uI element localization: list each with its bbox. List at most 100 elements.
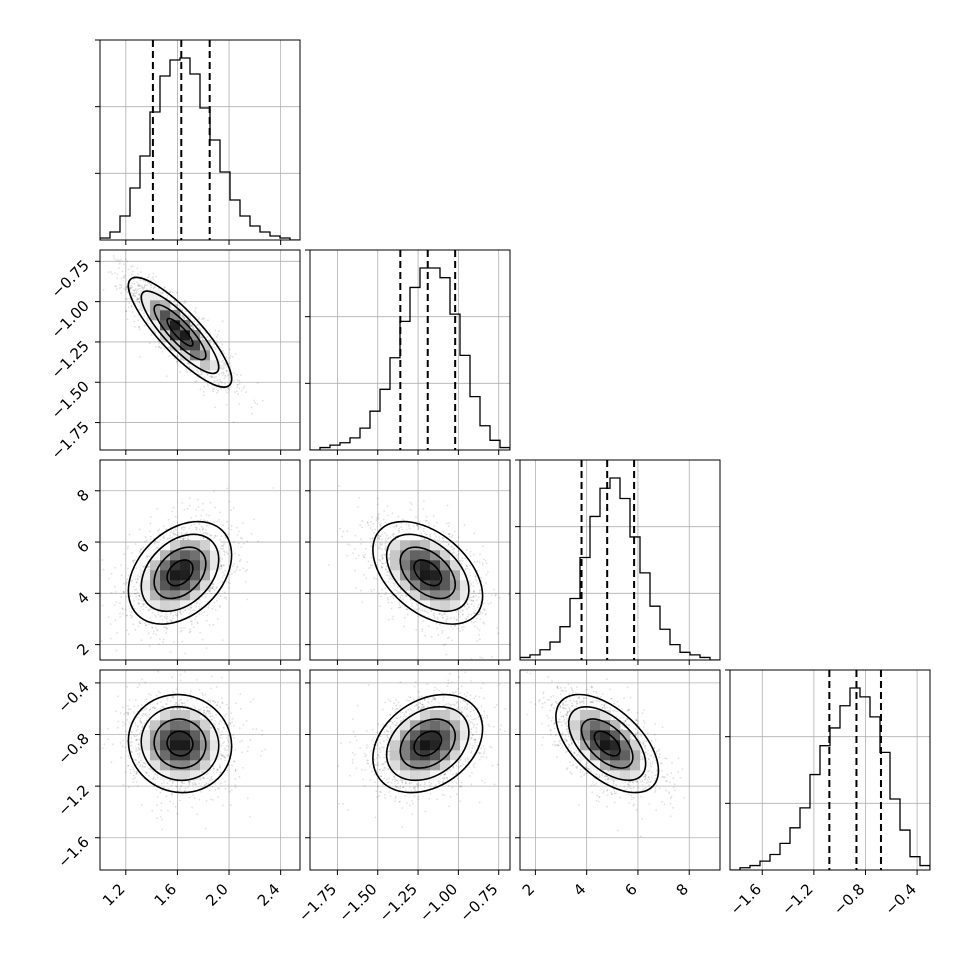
sample-point — [155, 275, 157, 278]
sample-point — [204, 332, 207, 335]
hist-panel-3 — [515, 459, 721, 665]
sample-point — [136, 299, 138, 301]
sample-point — [210, 592, 213, 595]
sample-point — [327, 564, 330, 566]
sample-point — [202, 536, 205, 539]
sample-point — [186, 538, 189, 541]
sample-point — [132, 292, 135, 295]
sample-point — [223, 596, 226, 599]
sample-point — [365, 577, 368, 580]
sample-point — [375, 578, 378, 580]
sample-point — [185, 310, 188, 313]
sample-point — [145, 606, 148, 609]
sample-point — [162, 638, 165, 641]
sample-point — [440, 614, 443, 617]
sample-point — [190, 606, 193, 609]
sample-point — [461, 626, 463, 628]
sample-point — [133, 292, 136, 294]
sample-point — [194, 310, 196, 312]
sample-point — [430, 610, 433, 613]
sample-point — [448, 533, 450, 536]
sample-point — [214, 406, 217, 409]
sample-point — [190, 604, 193, 607]
sample-point — [378, 537, 380, 540]
sample-point — [171, 510, 174, 513]
sample-point — [479, 611, 482, 614]
sample-point — [166, 538, 169, 540]
sample-point — [138, 293, 141, 296]
sample-point — [207, 319, 209, 322]
sample-point — [516, 602, 518, 604]
sample-point — [418, 600, 421, 602]
sample-point — [223, 534, 226, 537]
density-cell — [180, 540, 191, 551]
sample-point — [186, 362, 189, 364]
sample-point — [203, 611, 206, 614]
sample-point — [433, 538, 436, 541]
sample-point — [388, 558, 391, 560]
sample-point — [390, 607, 393, 610]
sample-point — [482, 621, 485, 624]
sample-point — [222, 372, 225, 375]
sample-point — [220, 564, 223, 566]
sample-point — [482, 608, 485, 610]
sample-point — [173, 357, 176, 360]
sample-point — [173, 299, 176, 302]
sample-point — [234, 353, 237, 355]
sample-point — [387, 571, 390, 573]
sample-point — [172, 533, 175, 535]
sample-point — [208, 590, 211, 593]
sample-point — [250, 406, 253, 409]
sample-point — [475, 595, 478, 597]
sample-point — [221, 360, 223, 363]
sample-point — [123, 582, 125, 585]
sample-point — [146, 284, 148, 287]
sample-point — [122, 591, 125, 594]
sample-point — [477, 613, 480, 616]
sample-point — [470, 599, 473, 602]
sample-point — [129, 287, 132, 290]
sample-point — [132, 561, 135, 564]
sample-point — [147, 310, 150, 312]
density-cell — [180, 350, 191, 361]
sample-point — [416, 524, 418, 526]
sample-point — [493, 588, 495, 591]
sample-point — [233, 562, 236, 565]
sample-point — [388, 574, 391, 577]
x-tick-label: −1.6 — [727, 880, 765, 918]
sample-point — [203, 385, 206, 388]
sample-point — [367, 567, 370, 570]
sample-point — [153, 537, 156, 540]
sample-point — [160, 346, 163, 349]
sample-point — [403, 625, 405, 628]
sample-point — [397, 531, 400, 533]
sample-point — [195, 615, 197, 618]
sample-point — [167, 355, 170, 357]
sample-point — [225, 356, 228, 359]
sample-point — [238, 383, 241, 385]
sample-point — [133, 282, 136, 285]
sample-point — [375, 519, 378, 521]
sample-point — [217, 330, 220, 333]
y-tick-label: −0.75 — [48, 256, 93, 301]
sample-point — [125, 310, 127, 313]
sample-point — [126, 578, 129, 581]
sample-point — [131, 273, 133, 275]
sample-point — [256, 382, 259, 384]
sample-point — [384, 545, 387, 548]
sample-point — [130, 580, 132, 583]
sample-point — [341, 535, 343, 538]
sample-point — [478, 592, 481, 595]
sample-point — [202, 527, 204, 529]
sample-point — [101, 604, 104, 607]
sample-point — [427, 611, 429, 614]
sample-point — [75, 230, 77, 232]
sample-point — [183, 317, 186, 320]
sample-point — [158, 342, 161, 345]
sample-point — [417, 528, 420, 530]
sample-point — [162, 525, 165, 527]
sample-point — [217, 384, 220, 386]
sample-point — [482, 585, 484, 587]
sample-point — [216, 379, 219, 382]
